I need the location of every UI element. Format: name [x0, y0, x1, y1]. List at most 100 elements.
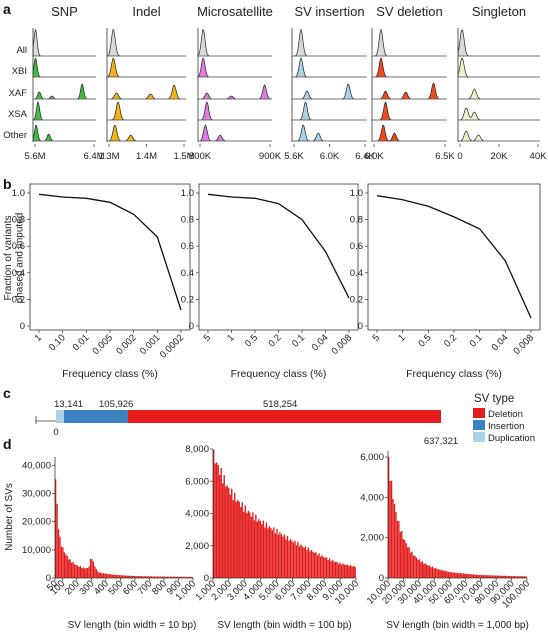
hist-bar: [519, 576, 521, 578]
hist-bar: [515, 576, 517, 578]
density-snp-all: [32, 29, 96, 57]
hist-bar: [491, 575, 494, 578]
hist-bar: [389, 480, 391, 578]
hist-bar: [137, 576, 140, 578]
density-sv-deletion-xaf: [372, 82, 447, 100]
hist-bar: [185, 576, 188, 578]
hist-bar: [86, 567, 89, 578]
density-snp-xaf: [33, 83, 96, 100]
hist-bar: [238, 501, 240, 578]
x-axis-label: SV length (bin width = 10 bp): [68, 620, 197, 631]
hist-bar: [79, 566, 81, 578]
hist-bar: [261, 524, 263, 578]
x-tick-label: 0.1: [468, 332, 485, 349]
hist-bar: [483, 574, 485, 578]
density-microsatellite-all: [197, 28, 272, 57]
density-indel-xaf: [107, 84, 186, 100]
hist-bar: [316, 555, 319, 578]
plot-frame-1: [198, 183, 359, 331]
x-tick-label: 5: [202, 332, 214, 344]
y-tick-label: 0.6: [12, 241, 25, 252]
x-tick-label: 0.008: [330, 332, 355, 357]
hist-bar: [264, 527, 266, 578]
hist-bar: [307, 547, 310, 578]
y-tick-label: 4,000: [185, 509, 209, 520]
density-singleton-xaf: [458, 88, 540, 100]
hist-bar: [418, 559, 421, 578]
y-tick-label: 0.4: [181, 268, 194, 279]
hist-bar: [107, 573, 109, 578]
column-title-5: Singleton: [472, 4, 526, 19]
hist-bar: [449, 571, 451, 578]
hist-bar: [396, 520, 399, 578]
hist-bar: [75, 564, 77, 578]
x-tick-label: 0.04: [490, 332, 511, 353]
hist-bar: [497, 575, 500, 578]
hist-bar: [171, 576, 173, 578]
hist-bar: [486, 575, 488, 578]
hist-bar: [286, 535, 289, 578]
hist-bar: [114, 574, 116, 578]
panel-letter-c: c: [3, 385, 11, 401]
x-tick-label: 0.01: [71, 332, 92, 353]
hist-bar: [462, 573, 464, 578]
segment-insertion: [63, 410, 128, 423]
hist-bar: [484, 575, 486, 578]
hist-bar: [309, 551, 311, 578]
hist-bar: [156, 576, 158, 578]
hist-bar: [145, 576, 147, 578]
hist-bar: [153, 576, 156, 578]
hist-bar: [84, 568, 86, 578]
hist-bar: [388, 457, 390, 578]
hist-bar: [445, 570, 447, 578]
hist-bar: [223, 475, 225, 578]
hist-bar: [187, 576, 189, 578]
hist-bar: [256, 521, 259, 578]
column-title-4: SV deletion: [376, 4, 443, 19]
legend-label-deletion: Deletion: [488, 409, 523, 420]
hist-bar: [69, 559, 71, 578]
x-tick-label: 1.4M: [136, 151, 157, 162]
hist-bar: [68, 559, 70, 578]
hist-bar: [345, 564, 347, 578]
panel-c-stacked-bar: 13,141 105,926 518,254 0 637,321 SV type Delet…: [35, 393, 535, 447]
hist-bar: [149, 576, 151, 578]
hist-bar: [178, 576, 180, 578]
hist-bar: [124, 575, 127, 578]
plot-frame-0: [29, 183, 191, 331]
data-line-2: [376, 195, 532, 319]
hist-bar: [285, 539, 287, 578]
hist-bar: [111, 574, 113, 578]
panel-b-line-charts: 00.20.40.60.81.01 0.10 0.01 0.005 0.002 0.001…: [3, 183, 541, 380]
hist-bar: [437, 569, 440, 578]
hist-bar: [63, 552, 66, 578]
hist-bar: [496, 575, 498, 578]
hist-bar: [443, 571, 445, 578]
hist-bar: [104, 573, 106, 578]
hist-bar: [72, 562, 74, 578]
hist-bar: [240, 507, 242, 578]
hist-bar: [402, 539, 404, 578]
hist-bar: [267, 528, 269, 578]
hist-bar: [89, 558, 92, 578]
panel-letter-d: d: [3, 436, 12, 452]
hist-bar: [315, 552, 317, 578]
hist-bar: [469, 574, 472, 578]
hist-bar: [452, 572, 454, 578]
panel-letter-b: b: [3, 176, 12, 192]
y-axis-label: Fraction of variantsphased and imputed: [3, 213, 26, 304]
hist-bar: [324, 557, 326, 578]
hist-bar: [291, 540, 293, 578]
hist-bar: [280, 534, 283, 578]
x-tick-label: 6.4M: [83, 151, 104, 162]
hist-bar: [220, 468, 222, 578]
x-tick-label: 1: [33, 332, 45, 344]
legend-label-insertion: Insertion: [488, 421, 524, 432]
hist-bar: [348, 566, 350, 578]
hist-bar: [306, 550, 308, 578]
legend-swatch-deletion: [473, 408, 485, 418]
hist-bar: [480, 574, 482, 578]
hist-bar: [182, 576, 185, 578]
hist-bar: [459, 573, 462, 578]
hist-bar: [465, 573, 467, 578]
